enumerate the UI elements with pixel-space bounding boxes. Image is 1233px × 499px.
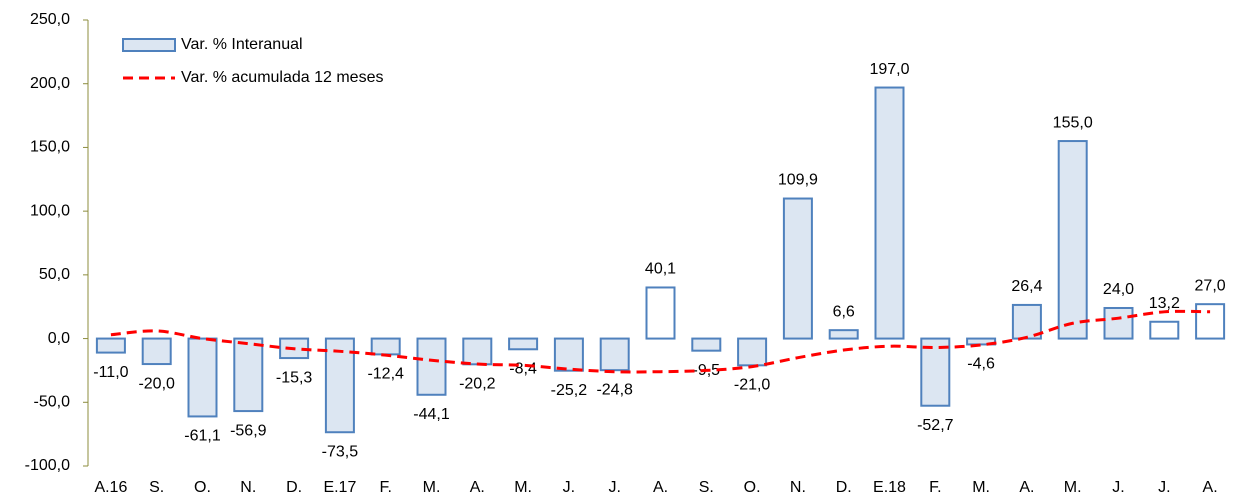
value-label: 155,0 [1053, 114, 1093, 131]
legend-swatch [122, 38, 176, 52]
y-tick-label: 100,0 [30, 202, 70, 219]
bar [874, 86, 905, 340]
bar [187, 337, 218, 418]
y-tick-label: -50,0 [34, 394, 71, 411]
x-tick-label: M. [423, 479, 441, 496]
x-tick-label: N. [240, 479, 256, 496]
value-label: -8,4 [509, 360, 537, 377]
value-label: -44,1 [413, 406, 450, 423]
value-label: -24,8 [596, 381, 633, 398]
x-tick-label: F. [929, 479, 941, 496]
y-tick-label: -100,0 [25, 457, 70, 474]
x-tick-label: F. [379, 479, 391, 496]
x-tick-label: A. [1019, 479, 1034, 496]
value-label: -56,9 [230, 422, 267, 439]
value-label: 27,0 [1195, 277, 1226, 294]
value-label: 6,6 [833, 303, 855, 320]
bar [645, 286, 676, 340]
y-tick-label: 200,0 [30, 75, 70, 92]
value-label: -11,0 [93, 364, 128, 381]
value-label: -12,4 [367, 366, 404, 383]
x-tick-label: A. [1203, 479, 1218, 496]
value-label: -73,5 [322, 443, 359, 460]
value-label: -61,1 [184, 428, 221, 445]
value-label: 24,0 [1103, 281, 1134, 298]
bar [828, 329, 859, 340]
x-tick-label: N. [790, 479, 806, 496]
value-label: -52,7 [917, 417, 954, 434]
x-tick-label: J. [1158, 479, 1170, 496]
legend-label: Var. % acumulada 12 meses [181, 69, 383, 86]
bar [553, 337, 584, 372]
x-tick-label: E.17 [323, 479, 356, 496]
bar [324, 337, 355, 434]
bar [1149, 320, 1180, 340]
x-tick-label: A.16 [94, 479, 127, 496]
bar [782, 197, 813, 340]
value-label: -21,0 [734, 377, 771, 394]
bar [95, 337, 126, 354]
bar [416, 337, 447, 396]
bar [1103, 306, 1134, 340]
value-label: -25,2 [551, 382, 588, 399]
value-label: -20,2 [459, 376, 496, 393]
x-tick-label: J. [608, 479, 620, 496]
value-label: -20,0 [138, 375, 175, 392]
line [110, 309, 1211, 374]
x-tick-label: M. [972, 479, 990, 496]
y-tick-label: 150,0 [30, 139, 70, 156]
x-tick-label: O. [194, 479, 211, 496]
y-tick-label: 250,0 [30, 11, 70, 28]
value-label: 40,1 [645, 261, 676, 278]
value-label: -4,6 [967, 356, 995, 373]
x-tick-label: S. [149, 479, 164, 496]
y-tick-label: 50,0 [39, 266, 70, 283]
bar [691, 337, 722, 352]
bar [599, 337, 630, 372]
x-tick-label: J. [563, 479, 575, 496]
bar [1195, 303, 1226, 340]
value-label: -15,3 [276, 369, 313, 386]
x-tick-label: O. [744, 479, 761, 496]
bar [966, 337, 997, 346]
bar [233, 337, 264, 413]
value-label: 109,9 [778, 172, 818, 189]
x-tick-label: D. [836, 479, 852, 496]
bar [508, 337, 539, 351]
bar [737, 337, 768, 367]
bar [462, 337, 493, 366]
x-tick-label: E.18 [873, 479, 906, 496]
value-label: 13,2 [1149, 295, 1180, 312]
bar [370, 337, 401, 356]
bar [920, 337, 951, 407]
x-tick-label: M. [514, 479, 532, 496]
x-tick-label: J. [1112, 479, 1124, 496]
bar [1011, 303, 1042, 340]
y-tick-label: 0,0 [48, 330, 70, 347]
x-tick-label: M. [1064, 479, 1082, 496]
value-label: 26,4 [1011, 278, 1042, 295]
bar [1057, 140, 1088, 340]
legend-label: Var. % Interanual [181, 36, 303, 53]
x-tick-label: S. [699, 479, 714, 496]
bar [141, 337, 172, 366]
x-tick-label: D. [286, 479, 302, 496]
x-tick-label: A. [653, 479, 668, 496]
x-tick-label: A. [470, 479, 485, 496]
value-label: 197,0 [869, 61, 909, 78]
